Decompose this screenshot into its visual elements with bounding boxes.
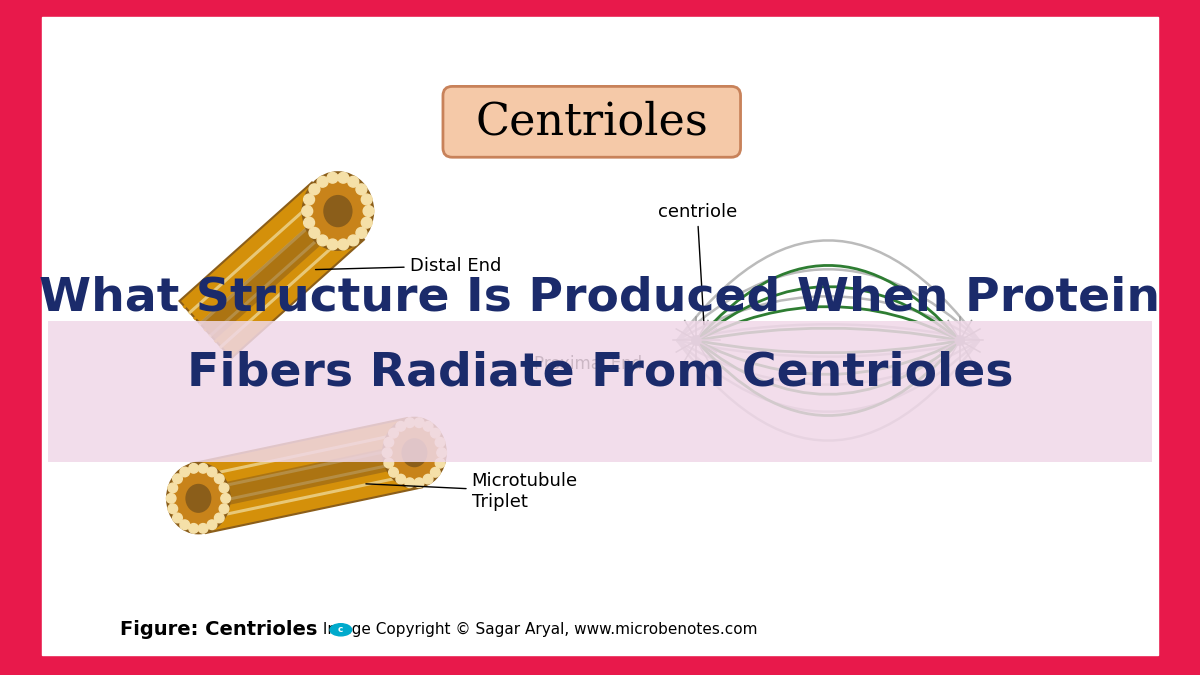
Circle shape bbox=[317, 176, 328, 187]
Circle shape bbox=[188, 524, 198, 533]
Circle shape bbox=[383, 448, 392, 458]
Circle shape bbox=[348, 235, 359, 246]
Circle shape bbox=[424, 475, 433, 484]
Text: Proximal End: Proximal End bbox=[534, 354, 642, 373]
Ellipse shape bbox=[323, 195, 353, 227]
Circle shape bbox=[198, 524, 208, 533]
Circle shape bbox=[437, 448, 446, 458]
Circle shape bbox=[308, 227, 320, 238]
Circle shape bbox=[404, 418, 414, 427]
Circle shape bbox=[304, 194, 314, 205]
Circle shape bbox=[396, 421, 406, 431]
Ellipse shape bbox=[185, 484, 211, 513]
Polygon shape bbox=[199, 205, 347, 340]
Circle shape bbox=[384, 437, 394, 447]
Polygon shape bbox=[191, 418, 422, 533]
Circle shape bbox=[384, 458, 394, 468]
Circle shape bbox=[404, 478, 414, 487]
Text: Centrioles: Centrioles bbox=[475, 100, 708, 143]
Ellipse shape bbox=[304, 173, 373, 250]
Circle shape bbox=[348, 176, 359, 187]
Circle shape bbox=[220, 504, 229, 514]
Circle shape bbox=[414, 478, 424, 487]
Circle shape bbox=[180, 467, 190, 477]
Circle shape bbox=[173, 474, 182, 483]
Circle shape bbox=[361, 217, 372, 228]
Circle shape bbox=[308, 184, 320, 194]
Circle shape bbox=[396, 475, 406, 484]
Circle shape bbox=[168, 483, 178, 493]
Circle shape bbox=[220, 483, 229, 493]
Text: What Structure Is Produced When Protein: What Structure Is Produced When Protein bbox=[40, 276, 1160, 321]
Circle shape bbox=[168, 504, 178, 514]
Circle shape bbox=[414, 418, 424, 427]
FancyBboxPatch shape bbox=[443, 86, 740, 157]
Ellipse shape bbox=[384, 418, 445, 487]
Circle shape bbox=[338, 239, 349, 250]
Ellipse shape bbox=[167, 464, 229, 533]
Circle shape bbox=[691, 336, 701, 345]
Text: Distal End: Distal End bbox=[316, 256, 502, 275]
Circle shape bbox=[436, 458, 445, 468]
Polygon shape bbox=[197, 443, 418, 511]
Text: Microtubule
Triplet: Microtubule Triplet bbox=[366, 472, 577, 511]
Circle shape bbox=[317, 235, 328, 246]
Circle shape bbox=[389, 468, 398, 477]
Circle shape bbox=[431, 429, 440, 438]
Circle shape bbox=[389, 429, 398, 438]
Circle shape bbox=[431, 468, 440, 477]
Circle shape bbox=[198, 464, 208, 473]
Text: c: c bbox=[338, 625, 343, 634]
Circle shape bbox=[361, 194, 372, 205]
Circle shape bbox=[208, 467, 217, 477]
Circle shape bbox=[356, 184, 367, 194]
Circle shape bbox=[188, 464, 198, 473]
Circle shape bbox=[304, 217, 314, 228]
Circle shape bbox=[356, 227, 367, 238]
Text: centriole: centriole bbox=[658, 203, 737, 325]
Circle shape bbox=[338, 172, 349, 183]
Circle shape bbox=[167, 493, 176, 503]
Circle shape bbox=[328, 172, 338, 183]
Circle shape bbox=[221, 493, 230, 503]
Ellipse shape bbox=[402, 438, 427, 467]
Circle shape bbox=[208, 520, 217, 530]
Circle shape bbox=[955, 336, 965, 345]
Circle shape bbox=[215, 474, 224, 483]
Circle shape bbox=[436, 437, 445, 447]
Text: Fibers Radiate From Centrioles: Fibers Radiate From Centrioles bbox=[187, 350, 1013, 395]
Text: Figure: Centrioles: Figure: Centrioles bbox=[120, 620, 317, 639]
Circle shape bbox=[215, 513, 224, 522]
Circle shape bbox=[364, 206, 374, 217]
Circle shape bbox=[301, 206, 313, 217]
Circle shape bbox=[180, 520, 190, 530]
Polygon shape bbox=[180, 182, 364, 358]
Circle shape bbox=[328, 239, 338, 250]
Circle shape bbox=[424, 421, 433, 431]
Text: Image Copyright © Sagar Aryal, www.microbenotes.com: Image Copyright © Sagar Aryal, www.micro… bbox=[318, 622, 757, 637]
Circle shape bbox=[173, 513, 182, 522]
